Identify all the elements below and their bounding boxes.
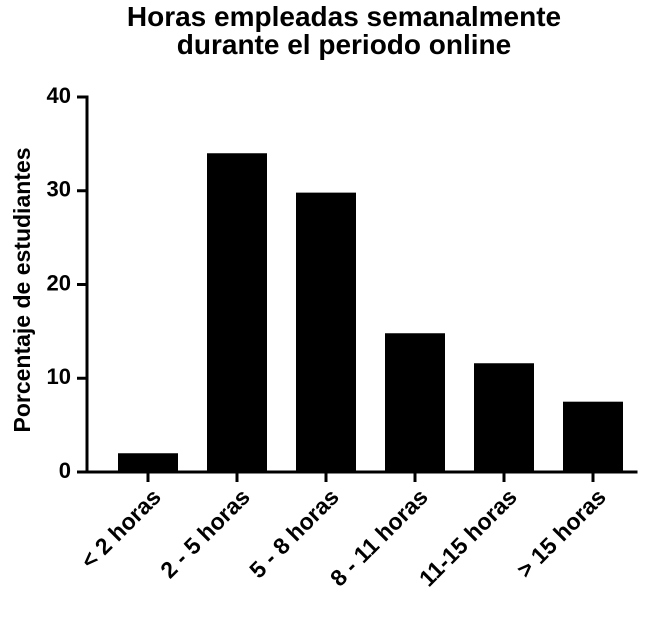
y-tick-label: 10: [47, 364, 71, 389]
bar: [474, 363, 534, 472]
bar: [207, 153, 267, 472]
bar: [296, 192, 356, 472]
y-tick-label: 30: [47, 177, 71, 202]
x-tick-label: > 15 horas: [512, 483, 611, 582]
y-tick-label: 40: [47, 83, 71, 108]
chart-title: durante el periodo online: [177, 29, 511, 60]
bar: [118, 453, 178, 472]
x-tick-label: 2 - 5 horas: [155, 483, 255, 583]
bar: [385, 333, 445, 472]
y-axis-label: Porcentaje de estudiantes: [9, 147, 35, 432]
chart-title: Horas empleadas semanalmente: [127, 1, 561, 32]
y-tick-label: 0: [59, 458, 71, 483]
x-tick-label: < 2 horas: [76, 483, 166, 573]
y-tick-label: 20: [47, 270, 71, 295]
bar: [563, 401, 623, 472]
